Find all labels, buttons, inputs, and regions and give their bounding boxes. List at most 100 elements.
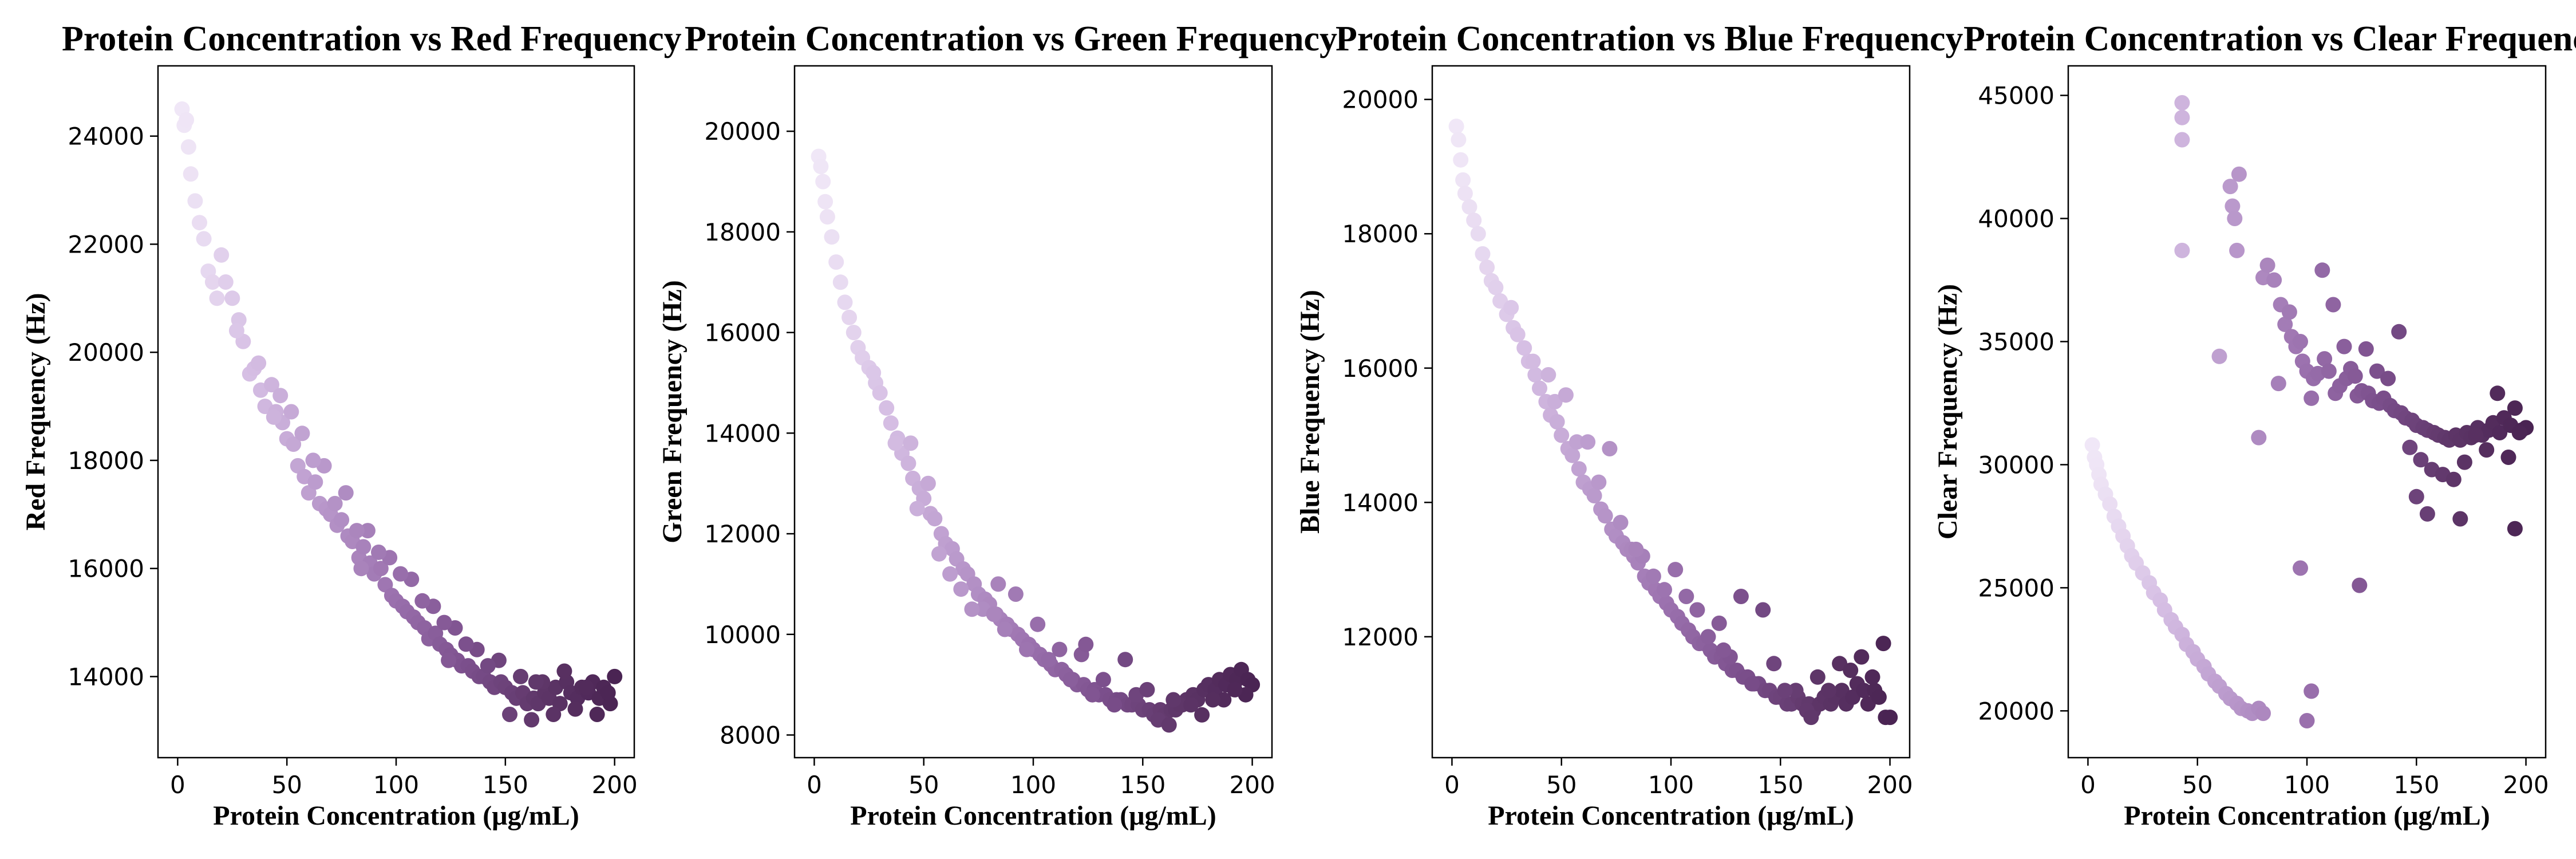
- green-data-point: [813, 159, 829, 175]
- red-data-point: [214, 247, 230, 263]
- red-data-point: [338, 485, 354, 501]
- blue-data-point: [1716, 642, 1732, 658]
- green-y-tick-label: 14000: [704, 419, 781, 447]
- blue-data-point: [1613, 515, 1629, 530]
- red-data-point: [283, 404, 299, 420]
- blue-plot-area: [1431, 65, 1911, 759]
- clear-data-point: [2314, 262, 2330, 278]
- blue-data-point: [1854, 649, 1870, 665]
- clear-points: [2084, 95, 2534, 728]
- green-x-axis-label: Protein Concentration (μg/mL): [850, 801, 1216, 831]
- blue-data-point: [1856, 683, 1872, 699]
- blue-data-point: [1591, 474, 1607, 490]
- clear-data-point: [2211, 348, 2227, 364]
- blue-data-point: [1569, 434, 1585, 450]
- green-data-point: [903, 435, 919, 451]
- blue-data-point: [1455, 172, 1471, 188]
- red-data-point: [307, 474, 323, 490]
- red-data-point: [373, 561, 389, 577]
- red-data-point: [192, 215, 207, 231]
- clear-data-point: [2281, 304, 2297, 320]
- clear-data-point: [2445, 471, 2462, 487]
- clear-chart-title: Protein Concentration vs Clear Frequency: [1963, 19, 2576, 58]
- red-x-axis-label: Protein Concentration (μg/mL): [213, 801, 579, 831]
- blue-data-point: [1766, 656, 1782, 672]
- red-x-tick-label: 100: [373, 771, 419, 799]
- red-data-point: [393, 566, 409, 582]
- green-data-point: [1205, 692, 1221, 708]
- blue-data-point: [1645, 568, 1661, 584]
- red-data-point: [224, 290, 240, 306]
- green-data-point: [1019, 641, 1034, 657]
- red-data-point: [218, 274, 234, 290]
- green-data-point: [1183, 697, 1199, 713]
- green-y-tick-label: 20000: [704, 117, 781, 145]
- clear-data-point: [2174, 109, 2190, 125]
- clear-data-point: [2231, 166, 2247, 182]
- red-data-point: [209, 290, 225, 306]
- red-data-point: [607, 668, 623, 684]
- clear-data-point: [2229, 242, 2245, 258]
- green-data-point: [1078, 636, 1094, 652]
- clear-data-point: [2325, 297, 2341, 313]
- green-points: [811, 148, 1261, 733]
- clear-data-point: [2408, 488, 2424, 505]
- green-data-point: [964, 601, 980, 617]
- blue-data-point: [1777, 683, 1793, 699]
- clear-frequency-panel: 0 50 100 150 200 20000 25000 30000 35000 40000 450…: [1933, 19, 2576, 831]
- red-data-point: [546, 707, 562, 722]
- blue-data-point: [1461, 199, 1477, 215]
- red-plot-area: [157, 65, 635, 759]
- clear-data-point: [2347, 368, 2363, 384]
- blue-data-point: [1602, 441, 1618, 456]
- red-x-tick-label: 150: [483, 771, 528, 799]
- clear-data-point: [2277, 316, 2293, 332]
- red-data-point: [334, 512, 350, 528]
- blue-data-point: [1668, 562, 1684, 578]
- red-data-point: [353, 561, 369, 577]
- blue-frequency-panel: 0 50 100 150 200 12000 14000 16000 18000 20000 Pro…: [1295, 19, 1963, 831]
- red-points: [174, 101, 623, 728]
- green-data-point: [1139, 681, 1155, 698]
- clear-y-tick-label: 25000: [1978, 574, 2055, 602]
- green-data-point: [900, 455, 916, 471]
- red-x-tick-label: 200: [592, 771, 638, 799]
- red-data-point: [187, 193, 203, 209]
- blue-data-point: [1843, 663, 1859, 678]
- clear-data-point: [2413, 452, 2429, 468]
- green-data-point: [817, 194, 833, 210]
- green-data-point: [872, 385, 888, 401]
- green-y-axis-label: Green Frequency (Hz): [657, 280, 688, 543]
- clear-data-point: [2227, 211, 2243, 226]
- red-data-point: [436, 614, 452, 631]
- green-data-point: [990, 576, 1006, 592]
- blue-x-tick-label: 200: [1867, 771, 1913, 799]
- blue-data-point: [1809, 669, 1826, 685]
- clear-x-axis-label: Protein Concentration (μg/mL): [2124, 801, 2490, 831]
- red-data-point: [567, 701, 583, 717]
- blue-data-point: [1657, 582, 1672, 598]
- blue-data-point: [1475, 246, 1491, 262]
- blue-data-point: [1744, 676, 1760, 692]
- clear-data-point: [2352, 577, 2368, 593]
- clear-data-point: [2304, 390, 2320, 406]
- red-data-point: [480, 658, 496, 674]
- green-data-point: [887, 435, 903, 451]
- red-data-point: [327, 495, 343, 511]
- clear-data-point: [2317, 351, 2333, 367]
- red-data-point: [524, 712, 540, 728]
- clear-x-tick-label: 0: [2080, 771, 2096, 799]
- green-data-point: [931, 546, 947, 562]
- red-data-point: [441, 652, 457, 668]
- red-data-point: [251, 355, 267, 371]
- clear-data-point: [2369, 363, 2385, 379]
- green-data-point: [883, 415, 899, 431]
- green-data-point: [909, 501, 925, 517]
- red-data-point: [528, 674, 544, 690]
- red-data-point: [204, 274, 220, 290]
- clear-data-point: [2293, 560, 2308, 576]
- green-data-point: [1008, 586, 1024, 602]
- green-data-point: [953, 581, 969, 597]
- blue-data-point: [1580, 434, 1596, 450]
- clear-data-point: [2174, 95, 2190, 111]
